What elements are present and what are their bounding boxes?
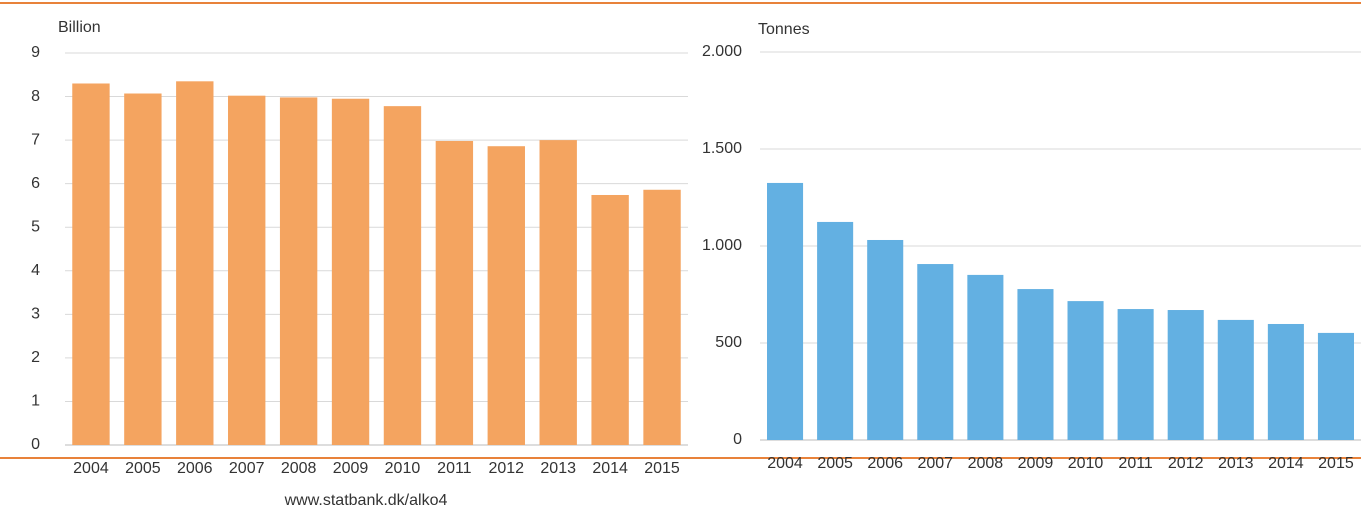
- x-tick-label: 2014: [592, 460, 628, 477]
- x-tick-label: 2013: [540, 460, 576, 477]
- y-axis-label: Billion: [58, 19, 101, 36]
- bar: [1267, 323, 1304, 440]
- y-tick-label: 7: [31, 131, 40, 148]
- bar: [967, 274, 1004, 440]
- x-tick-label: 2006: [177, 460, 213, 477]
- y-tick-label: 500: [715, 334, 742, 351]
- bar: [1167, 310, 1204, 440]
- bar: [1317, 332, 1354, 440]
- x-tick-label: 2013: [1218, 455, 1254, 472]
- bar: [767, 182, 804, 440]
- y-tick-label: 0: [31, 436, 40, 453]
- y-tick-label: 1: [31, 393, 40, 410]
- bar: [1117, 309, 1154, 440]
- bar: [435, 140, 474, 445]
- x-tick-label: 2006: [867, 455, 903, 472]
- bar: [1017, 289, 1054, 440]
- y-tick-label: 5: [31, 218, 40, 235]
- y-tick-label: 2: [31, 349, 40, 366]
- x-tick-label: 2007: [229, 460, 265, 477]
- x-tick-label: 2012: [1168, 455, 1204, 472]
- bar: [383, 106, 422, 445]
- bar: [867, 239, 904, 440]
- y-tick-label: 4: [31, 262, 40, 279]
- x-tick-label: 2008: [968, 455, 1004, 472]
- bar: [331, 98, 370, 445]
- x-tick-label: 2010: [385, 460, 421, 477]
- bar: [817, 221, 854, 440]
- x-tick-label: 2015: [1318, 455, 1354, 472]
- x-tick-label: 2009: [333, 460, 369, 477]
- bar: [279, 97, 318, 445]
- y-tick-label: 0: [733, 431, 742, 448]
- bar: [72, 83, 110, 445]
- x-tick-label: 2012: [488, 460, 524, 477]
- y-axis-label: Tonnes: [758, 21, 810, 38]
- x-tick-label: 2008: [281, 460, 317, 477]
- x-tick-label: 2007: [917, 455, 953, 472]
- y-tick-label: 1.000: [702, 237, 742, 254]
- y-tick-label: 3: [31, 306, 40, 323]
- bar: [643, 189, 681, 445]
- bar: [1217, 319, 1254, 440]
- x-tick-label: 2015: [644, 460, 680, 477]
- y-tick-label: 9: [31, 44, 40, 61]
- bar: [124, 93, 162, 446]
- y-tick-label: 8: [31, 88, 40, 105]
- x-tick-label: 2010: [1068, 455, 1104, 472]
- bar: [917, 264, 954, 440]
- bar: [487, 146, 525, 445]
- y-tick-label: 2.000: [702, 43, 742, 60]
- bar: [176, 81, 214, 446]
- y-tick-label: 6: [31, 175, 40, 192]
- y-tick-label: 1.500: [702, 140, 742, 157]
- source: www.statbank.dk/alko4: [284, 492, 448, 509]
- x-tick-label: 2009: [1018, 455, 1054, 472]
- bar: [591, 194, 629, 445]
- bar: [228, 95, 266, 445]
- x-tick-label: 2004: [73, 460, 109, 477]
- x-tick-label: 2004: [767, 455, 803, 472]
- bar: [539, 140, 577, 445]
- x-tick-label: 2014: [1268, 455, 1304, 472]
- x-tick-label: 2005: [125, 460, 161, 477]
- x-tick-label: 2005: [817, 455, 853, 472]
- bar: [1067, 301, 1104, 440]
- x-tick-label: 2011: [1118, 455, 1153, 472]
- x-tick-label: 2011: [437, 460, 472, 477]
